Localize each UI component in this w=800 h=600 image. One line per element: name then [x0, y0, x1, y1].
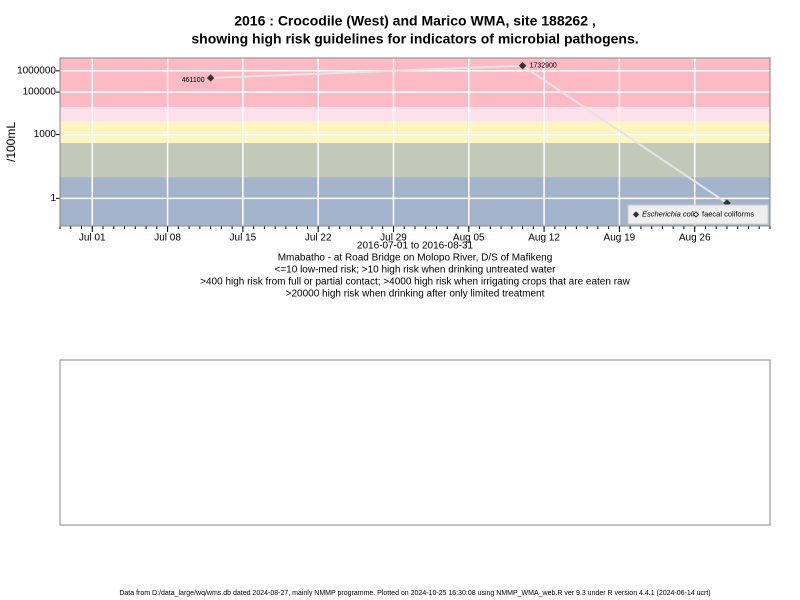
- guideline-band: [60, 58, 770, 107]
- data-point: [518, 62, 527, 70]
- chart-title: 2016 : Crocodile (West) and Marico WMA, …: [234, 13, 596, 29]
- x-tick-label: Aug 05: [453, 233, 485, 244]
- data-label: 1732900: [530, 63, 557, 70]
- x-tick-label: Jul 15: [230, 233, 257, 244]
- annotation: >400 high risk from full or partial cont…: [200, 277, 630, 288]
- legend-marker: [632, 211, 640, 218]
- data-label: 461100: [182, 77, 205, 84]
- annotation: Mmabatho - at Road Bridge on Molopo Rive…: [278, 253, 553, 264]
- plot-frame: [59, 57, 771, 227]
- x-tick-label: Aug 26: [679, 233, 711, 244]
- annotation: >20000 high risk when drinking after onl…: [286, 289, 545, 300]
- x-tick-label: Jul 22: [305, 233, 332, 244]
- y-tick-label: 100000: [23, 87, 57, 98]
- date-range: 2016-07-01 to 2016-08-31: [357, 241, 474, 252]
- guideline-band: [60, 121, 770, 144]
- x-tick-label: Jul 29: [380, 233, 407, 244]
- footer: Data from D:/data_large/wq/wms.db dated …: [119, 590, 710, 597]
- y-tick-label: 1000000: [17, 65, 56, 76]
- x-tick-label: Jul 01: [79, 233, 106, 244]
- legend-label: Escherichia coli: [642, 209, 694, 218]
- guideline-band: [60, 143, 770, 178]
- data-point: [206, 74, 215, 82]
- x-tick-label: Jul 08: [154, 233, 181, 244]
- legend-label: faecal coliforms: [702, 209, 754, 218]
- x-tick-label: Aug 12: [528, 233, 560, 244]
- guideline-band: [60, 106, 770, 122]
- y-tick-label: 1: [50, 193, 56, 204]
- y-axis-label: /100mL: [4, 122, 18, 162]
- empty-panel: [59, 359, 771, 526]
- chart-subtitle: showing high risk guidelines for indicat…: [191, 31, 638, 47]
- y-tick-label: 1000: [34, 129, 57, 140]
- x-tick-label: Aug 19: [604, 233, 636, 244]
- legend-marker: [692, 211, 700, 218]
- annotation: <=10 low-med risk; >10 high risk when dr…: [275, 265, 557, 276]
